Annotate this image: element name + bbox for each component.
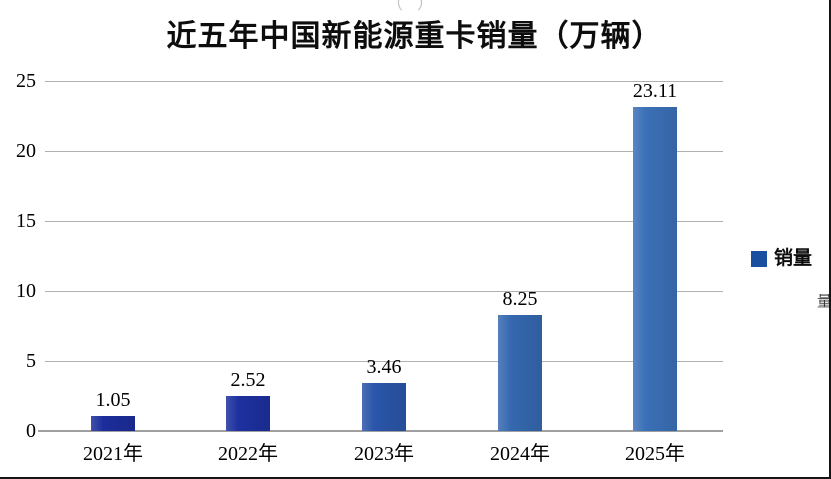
gridline [45, 81, 723, 82]
y-tick-label: 20 [16, 140, 36, 162]
x-axis-line [38, 430, 723, 432]
bar-2022年 [226, 396, 270, 431]
y-tick-label: 25 [16, 70, 36, 92]
gridline [45, 361, 723, 362]
bar-gradient-overlay [362, 383, 406, 431]
value-label: 3.46 [366, 356, 402, 378]
clipped-fragment-left: ( [0, 222, 1, 245]
gridline [45, 291, 723, 292]
bar-2024年 [498, 315, 542, 431]
x-tick-label: 2023年 [354, 443, 414, 465]
value-label: 23.11 [632, 80, 678, 102]
bar-gradient-overlay [498, 315, 542, 431]
clipped-fragment-right: 量 [817, 294, 831, 310]
value-label: 1.05 [95, 389, 131, 411]
y-tick-label: 10 [16, 280, 36, 302]
x-tick-label: 2024年 [490, 443, 550, 465]
y-tick-label: 5 [26, 350, 36, 372]
gridline [45, 151, 723, 152]
legend-swatch-icon [751, 251, 767, 267]
gridline [45, 221, 723, 222]
y-tick-label: 0 [26, 420, 36, 442]
x-tick-label: 2025年 [625, 443, 685, 465]
chart-title: 近五年中国新能源重卡销量（万辆） [166, 20, 663, 53]
bar-gradient-overlay [633, 107, 677, 431]
value-label: 2.52 [230, 369, 266, 391]
x-tick-label: 2022年 [218, 443, 278, 465]
y-tick-label: 15 [16, 210, 36, 232]
legend: 销量 [751, 248, 813, 269]
bar-2025年 [633, 107, 677, 431]
bar-gradient-overlay [226, 396, 270, 431]
bar-gradient-overlay [91, 416, 135, 431]
legend-label: 销量 [774, 248, 813, 269]
bar-2021年 [91, 416, 135, 431]
x-tick-label: 2021年 [83, 443, 143, 465]
bar-2023年 [362, 383, 406, 431]
clipped-fragment-top: （） [386, 0, 448, 13]
value-label: 8.25 [502, 288, 538, 310]
